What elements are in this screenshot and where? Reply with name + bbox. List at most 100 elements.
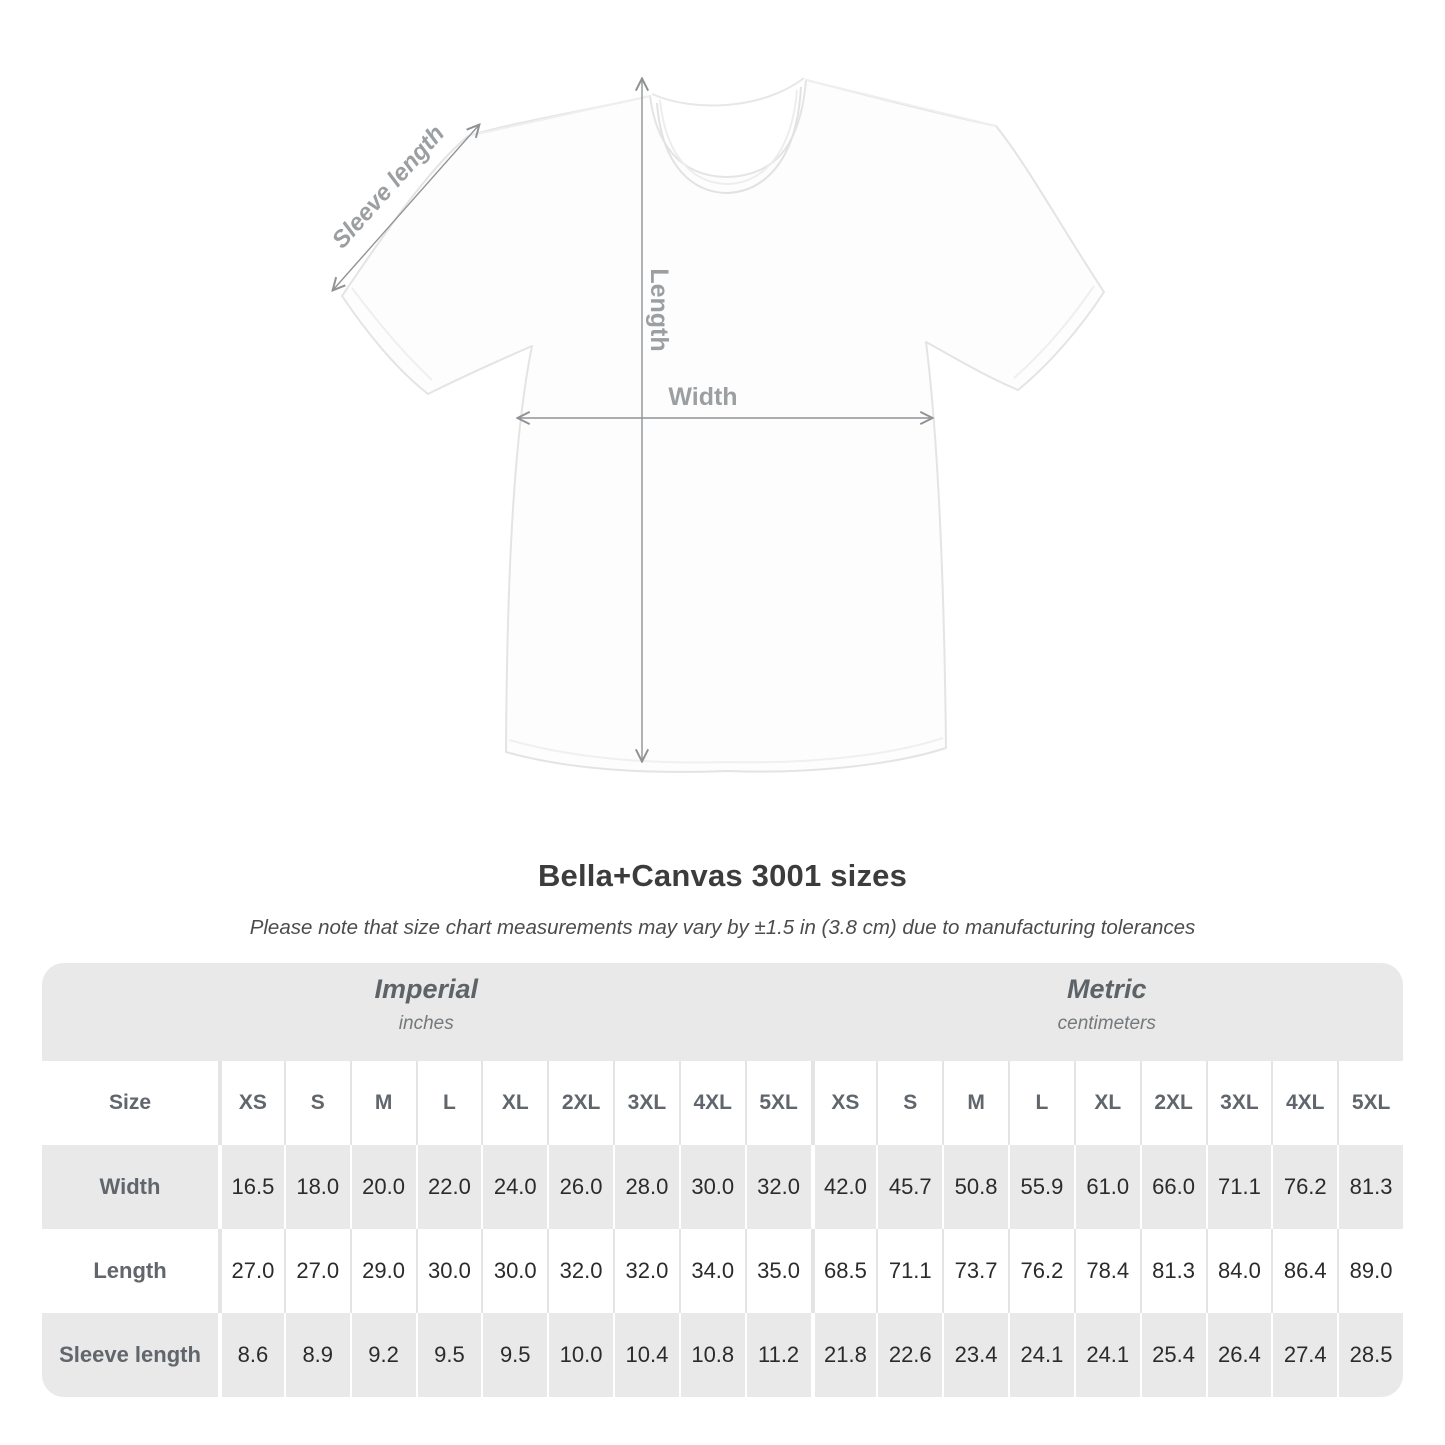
table-cell: 27.0 [283,1229,350,1313]
size-col-header: XL [1073,1061,1140,1145]
table-row: Length 27.0 27.0 29.0 30.0 30.0 32.0 32.0 34.0 35… [42,1229,1403,1313]
tshirt-sleeve-hem-left [351,287,433,381]
size-col-header: M [942,1061,1008,1145]
metric-group-header: Metric centimeters [810,963,1403,1061]
table-cell: 11.2 [744,1313,811,1397]
table-cell: 24.1 [1073,1313,1140,1397]
table-row: Sleeve length 8.6 8.9 9.2 9.5 9.5 10.0 10.4 10.8… [42,1313,1403,1397]
table-cell: 10.4 [613,1313,679,1397]
table-cell: 25.4 [1139,1313,1206,1397]
table-cell: 24.0 [481,1145,548,1229]
table-cell: 22.0 [415,1145,482,1229]
table-cell: 27.4 [1271,1313,1338,1397]
tolerance-note: Please note that size chart measurements… [249,916,1196,939]
table-cell: 71.1 [1205,1145,1272,1229]
size-col-header: M [349,1061,416,1145]
size-col-header: XS [218,1061,284,1145]
tshirt-sleeve-hem-right [1013,285,1095,379]
tshirt-collar-rib [659,89,798,186]
table-cell: 81.3 [1337,1145,1403,1229]
size-col-header: L [1008,1061,1074,1145]
table-cell: 55.9 [1008,1145,1074,1229]
table-cell: 30.0 [678,1145,745,1229]
table-cell: 50.8 [942,1145,1008,1229]
table-cell: 45.7 [876,1145,943,1229]
table-cell: 9.5 [415,1313,482,1397]
table-cell: 86.4 [1271,1229,1338,1313]
size-col-header: 3XL [613,1061,679,1145]
metric-unit: centimeters [1057,1012,1156,1034]
table-cell: 73.7 [942,1229,1008,1313]
table-cell: 32.0 [547,1229,613,1313]
size-col-header: L [415,1061,482,1145]
table-cell: 32.0 [613,1229,679,1313]
table-cell: 89.0 [1337,1229,1403,1313]
table-cell: 34.0 [678,1229,745,1313]
table-cell: 61.0 [1073,1145,1140,1229]
size-col-header: XS [810,1061,877,1145]
size-col-header: 4XL [1271,1061,1338,1145]
table-cell: 29.0 [349,1229,416,1313]
size-col-header: 2XL [1139,1061,1206,1145]
table-cell: 66.0 [1139,1145,1206,1229]
row-label: Width [42,1145,218,1229]
table-cell: 26.4 [1205,1313,1272,1397]
imperial-group-header: Imperial inches [42,963,811,1061]
table-cell: 81.3 [1139,1229,1206,1313]
row-label: Length [42,1229,218,1313]
table-cell: 20.0 [349,1145,416,1229]
tshirt-shoulder-seam-left [467,95,651,137]
table-cell: 22.6 [876,1313,943,1397]
table-cell: 78.4 [1073,1229,1140,1313]
length-arrow-label: Length [645,268,673,351]
table-cell: 28.0 [613,1145,679,1229]
table-cell: 71.1 [876,1229,943,1313]
page-title: Bella+Canvas 3001 sizes [537,858,908,893]
table-cell: 24.1 [1008,1313,1074,1397]
size-col-header: 5XL [1337,1061,1403,1145]
size-table-body: Size XS S M L XL 2XL 3XL 4XL 5XL XS S M L XL 2XL 3XL 4XL 5… [42,1061,1403,1397]
table-cell: 10.0 [547,1313,613,1397]
table-cell: 8.9 [283,1313,350,1397]
table-cell: 9.2 [349,1313,416,1397]
imperial-label: Imperial [374,973,479,1004]
table-cell: 9.5 [481,1313,548,1397]
size-col-header: XL [481,1061,548,1145]
tshirt-diagram: Width Length Sleeve length [327,0,1105,773]
table-cell: 26.0 [547,1145,613,1229]
imperial-unit: inches [398,1012,454,1034]
tshirt-shoulder-seam-right [805,79,997,127]
table-cell: 23.4 [942,1313,1008,1397]
size-col-header: 5XL [744,1061,811,1145]
table-cell: 42.0 [810,1145,877,1229]
table-cell: 18.0 [283,1145,350,1229]
tshirt-back-collar [651,77,805,107]
table-cell: 76.2 [1271,1145,1338,1229]
size-col-header: 2XL [547,1061,613,1145]
table-cell: 21.8 [810,1313,877,1397]
table-cell: 84.0 [1205,1229,1272,1313]
size-table: Imperial inches Metric centimeters Size X… [42,963,1403,1397]
metric-label: Metric [1066,973,1147,1004]
table-cell: 28.5 [1337,1313,1403,1397]
tshirt-bottom-hem [508,737,944,764]
size-col-header: 3XL [1205,1061,1272,1145]
table-cell: 30.0 [415,1229,482,1313]
table-cell: 27.0 [218,1229,284,1313]
table-cell: 16.5 [218,1145,284,1229]
tshirt-graphic: Width Length Sleeve length [327,0,1105,773]
width-arrow-label: Width [668,383,737,411]
size-row-label: Size [42,1061,218,1145]
size-col-header: 4XL [678,1061,745,1145]
size-header-row: Size XS S M L XL 2XL 3XL 4XL 5XL XS S M L XL 2XL 3XL 4XL 5… [42,1061,1403,1145]
sleeve-arrow [333,125,479,290]
row-label: Sleeve length [42,1313,218,1397]
table-cell: 8.6 [218,1313,284,1397]
table-cell: 35.0 [744,1229,811,1313]
table-row: Width 16.5 18.0 20.0 22.0 24.0 26.0 28.0 30.0 32.… [42,1145,1403,1229]
table-cell: 76.2 [1008,1229,1074,1313]
table-cell: 32.0 [744,1145,811,1229]
table-cell: 68.5 [810,1229,877,1313]
size-col-header: S [876,1061,943,1145]
